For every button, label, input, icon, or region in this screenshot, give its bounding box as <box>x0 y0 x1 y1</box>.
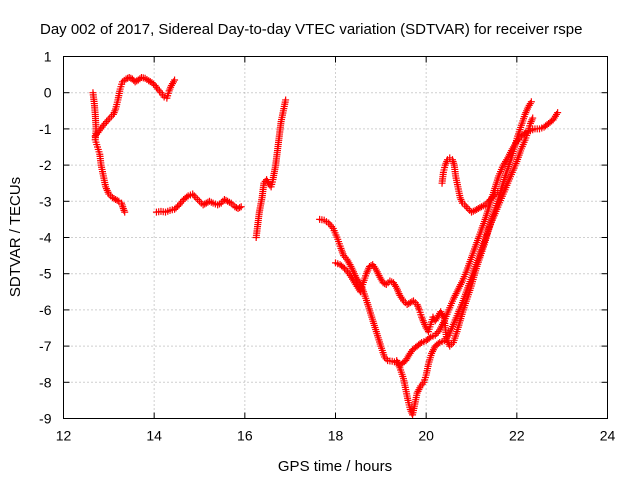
data-point <box>111 107 119 115</box>
data-point <box>224 197 232 205</box>
x-tick-label: 18 <box>328 428 344 444</box>
data-point <box>462 203 470 211</box>
x-tick-label: 14 <box>146 428 162 444</box>
data-series <box>252 96 290 241</box>
data-point <box>171 76 179 84</box>
y-tick-label: -5 <box>39 266 52 282</box>
data-point <box>104 116 112 124</box>
data-point <box>113 196 121 204</box>
y-tick-label: -7 <box>39 338 52 354</box>
data-series <box>332 98 535 350</box>
data-point <box>381 280 389 288</box>
data-point <box>488 194 496 202</box>
data-point <box>194 195 202 203</box>
data-point <box>416 340 424 348</box>
data-point <box>527 98 535 106</box>
x-tick-labels: 12 14 16 18 20 22 24 <box>56 428 616 444</box>
grid-lines <box>63 56 608 419</box>
data-series <box>316 109 562 368</box>
y-tick-label: 0 <box>44 85 52 101</box>
data-point <box>449 157 457 165</box>
data-point <box>122 75 130 83</box>
data-point <box>415 304 423 312</box>
x-tick-label: 20 <box>418 428 434 444</box>
data-point <box>207 198 215 206</box>
chart-title: Day 002 of 2017, Sidereal Day-to-day VTE… <box>40 21 582 38</box>
x-tick-label: 12 <box>56 428 72 444</box>
data-point <box>234 205 242 213</box>
data-point <box>103 118 111 126</box>
data-point <box>282 96 290 104</box>
y-tick-label: -4 <box>39 230 52 246</box>
x-tick-label: 22 <box>509 428 525 444</box>
x-tick-label: 16 <box>237 428 253 444</box>
x-tick-label: 24 <box>600 428 616 444</box>
data-point <box>554 109 562 117</box>
data-series <box>152 190 245 216</box>
data-point <box>528 116 536 124</box>
data-point <box>121 208 129 216</box>
y-tick-label: -9 <box>39 411 52 427</box>
data-point <box>442 159 450 167</box>
data-point <box>494 188 502 196</box>
data-series <box>89 73 179 216</box>
data-series <box>438 154 502 216</box>
data-point <box>174 202 182 210</box>
data-point <box>457 195 465 203</box>
data-point <box>149 80 157 88</box>
data-point <box>190 192 198 200</box>
data-point <box>527 118 535 126</box>
data-point <box>408 298 416 306</box>
y-tick-label: -8 <box>39 374 52 390</box>
data-point <box>106 114 114 122</box>
y-tick-label: -6 <box>39 302 52 318</box>
y-axis-title: SDTVAR / TECUs <box>7 177 24 297</box>
y-tick-label: 1 <box>44 49 52 65</box>
y-tick-label: -2 <box>39 157 52 173</box>
y-tick-label: -1 <box>39 121 52 137</box>
data-points <box>89 73 562 419</box>
data-point <box>125 73 133 81</box>
data-point <box>183 193 191 201</box>
data-point <box>237 203 245 211</box>
axis-ticks <box>63 56 608 419</box>
data-point <box>434 340 442 348</box>
data-point <box>112 195 120 203</box>
data-point <box>425 334 433 342</box>
data-point <box>339 263 347 271</box>
data-series <box>393 114 537 419</box>
y-tick-label: -3 <box>39 193 52 209</box>
data-point <box>236 204 244 212</box>
y-tick-labels: 1 0 -1 -2 -3 -4 -5 -6 -7 -8 -9 <box>39 49 52 427</box>
data-point <box>529 114 537 122</box>
data-point <box>231 203 239 211</box>
data-point <box>119 205 127 213</box>
x-axis-title: GPS time / hours <box>278 458 392 475</box>
data-point <box>202 199 210 207</box>
data-point <box>450 159 458 167</box>
